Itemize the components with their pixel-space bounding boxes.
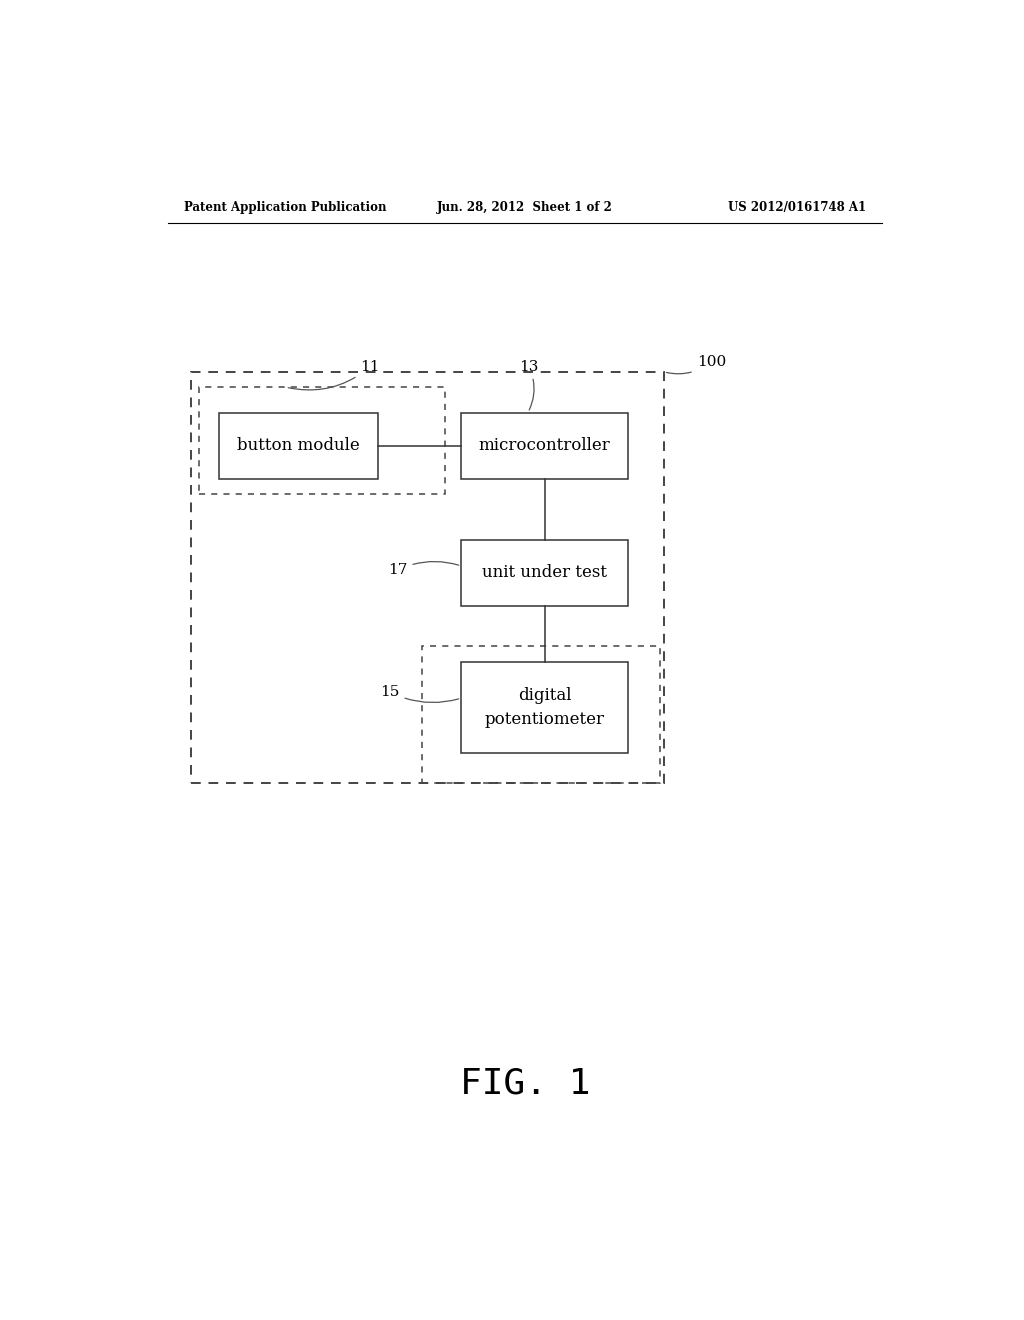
Text: unit under test: unit under test: [482, 564, 607, 581]
Text: 15: 15: [380, 685, 459, 702]
Text: US 2012/0161748 A1: US 2012/0161748 A1: [728, 201, 866, 214]
Bar: [200, 387, 445, 494]
Bar: [219, 413, 378, 479]
Bar: [461, 540, 628, 606]
Text: Jun. 28, 2012  Sheet 1 of 2: Jun. 28, 2012 Sheet 1 of 2: [437, 201, 612, 214]
Text: digital
potentiometer: digital potentiometer: [484, 686, 604, 727]
Text: 100: 100: [667, 355, 726, 374]
Text: FIG. 1: FIG. 1: [460, 1067, 590, 1101]
Bar: [461, 413, 628, 479]
Text: 11: 11: [288, 360, 380, 389]
Bar: [422, 647, 659, 784]
Text: button module: button module: [238, 437, 360, 454]
Text: Patent Application Publication: Patent Application Publication: [183, 201, 386, 214]
Text: 17: 17: [388, 561, 459, 577]
Text: microcontroller: microcontroller: [479, 437, 610, 454]
Text: 13: 13: [519, 360, 539, 411]
Bar: [191, 372, 664, 784]
Bar: [461, 661, 628, 752]
